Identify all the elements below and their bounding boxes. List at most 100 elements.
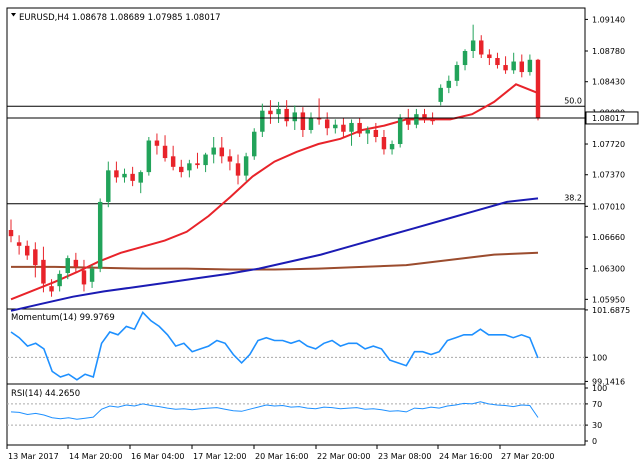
candle-body <box>454 65 460 81</box>
candle-body <box>260 110 265 132</box>
chart-menu-triangle-icon[interactable] <box>11 13 16 17</box>
candle-body <box>324 119 330 129</box>
candle-body <box>49 286 54 292</box>
candle-body <box>146 140 152 173</box>
candle <box>219 137 225 164</box>
candle-body <box>162 145 168 159</box>
candle-body <box>138 172 143 183</box>
candle-body <box>154 140 160 146</box>
candle <box>268 100 273 124</box>
candle-body <box>438 87 443 102</box>
rsi-panel-frame <box>6 383 586 446</box>
fib-level-label: 50.0 <box>564 96 582 105</box>
candle-body <box>333 124 338 129</box>
x-tick-label: 27 Mar 20:00 <box>501 452 554 461</box>
candle-body <box>243 156 249 176</box>
candle-body <box>462 51 468 66</box>
candle-body <box>479 40 484 55</box>
candle <box>324 112 330 136</box>
candle <box>284 100 289 127</box>
candle <box>114 161 119 183</box>
candle <box>365 126 370 145</box>
candle-body <box>252 131 257 157</box>
candle <box>446 75 452 94</box>
candle <box>462 49 468 71</box>
candle <box>503 56 508 74</box>
candle-body <box>65 258 70 274</box>
x-tick-label: 23 Mar 08:00 <box>378 452 431 461</box>
candle <box>146 137 152 176</box>
y-tick-label: 1.09140 <box>592 15 625 24</box>
candle-body <box>73 259 79 267</box>
candle-body <box>292 112 297 122</box>
candle-body <box>57 273 62 287</box>
candle <box>535 58 541 121</box>
candle <box>438 84 443 106</box>
candle-body <box>89 268 95 282</box>
candle <box>179 159 184 178</box>
candle <box>260 103 265 137</box>
candle <box>16 235 22 255</box>
candle-body <box>487 54 492 59</box>
candle-body <box>397 117 403 145</box>
candle-body <box>97 201 103 269</box>
candle <box>397 114 403 148</box>
rsi-label: RSI(14) 44.2650 <box>11 389 80 399</box>
candle <box>333 119 338 134</box>
candle <box>73 252 79 274</box>
candle <box>235 154 241 185</box>
candle <box>65 255 70 280</box>
candle <box>300 107 306 137</box>
candle-body <box>179 166 184 173</box>
x-tick-label: 20 Mar 16:00 <box>255 452 308 461</box>
candle-body <box>316 117 322 120</box>
candle-body <box>122 173 127 178</box>
y-tick-label: 1.06660 <box>592 233 625 242</box>
candle-body <box>187 163 192 171</box>
candle <box>495 52 500 69</box>
candle-body <box>365 129 370 134</box>
candle <box>195 152 200 169</box>
candle <box>373 122 379 143</box>
candle-body <box>511 61 516 71</box>
candle <box>41 246 46 293</box>
momentum-label: Momentum(14) 99.9769 <box>11 313 115 323</box>
candle-body <box>211 147 216 155</box>
candle <box>341 117 346 137</box>
candle <box>414 108 419 129</box>
candle <box>170 145 176 171</box>
candle <box>454 61 460 87</box>
candle <box>349 119 354 146</box>
candle <box>308 112 314 134</box>
candle-body <box>41 259 46 284</box>
rsi-tick-label: 30 <box>592 421 602 430</box>
candle-body <box>8 230 14 237</box>
candle-body <box>503 65 508 71</box>
candle <box>162 135 168 162</box>
candle <box>357 117 362 137</box>
candle-body <box>470 40 476 51</box>
candle <box>187 159 192 178</box>
candle <box>81 259 87 292</box>
candle <box>316 98 322 125</box>
candle-body <box>373 129 379 137</box>
candle-body <box>308 117 314 130</box>
candle-body <box>284 108 289 122</box>
candle-body <box>389 144 395 150</box>
last-price-label: 1.08017 <box>592 114 625 123</box>
x-tick-label: 22 Mar 00:00 <box>317 452 370 461</box>
candle-body <box>203 154 208 166</box>
candle <box>89 265 95 288</box>
candle-body <box>16 242 22 246</box>
candle <box>406 108 411 130</box>
y-tick-label: 1.07370 <box>592 171 625 180</box>
candle-body <box>422 114 427 118</box>
candle-body <box>106 170 111 202</box>
candle <box>511 52 516 74</box>
momentum-tick-label: 101.6875 <box>592 306 630 315</box>
candle <box>243 152 249 181</box>
candle-body <box>406 117 411 125</box>
candle-body <box>495 58 500 66</box>
candle <box>122 168 127 183</box>
candle-body <box>170 156 176 167</box>
